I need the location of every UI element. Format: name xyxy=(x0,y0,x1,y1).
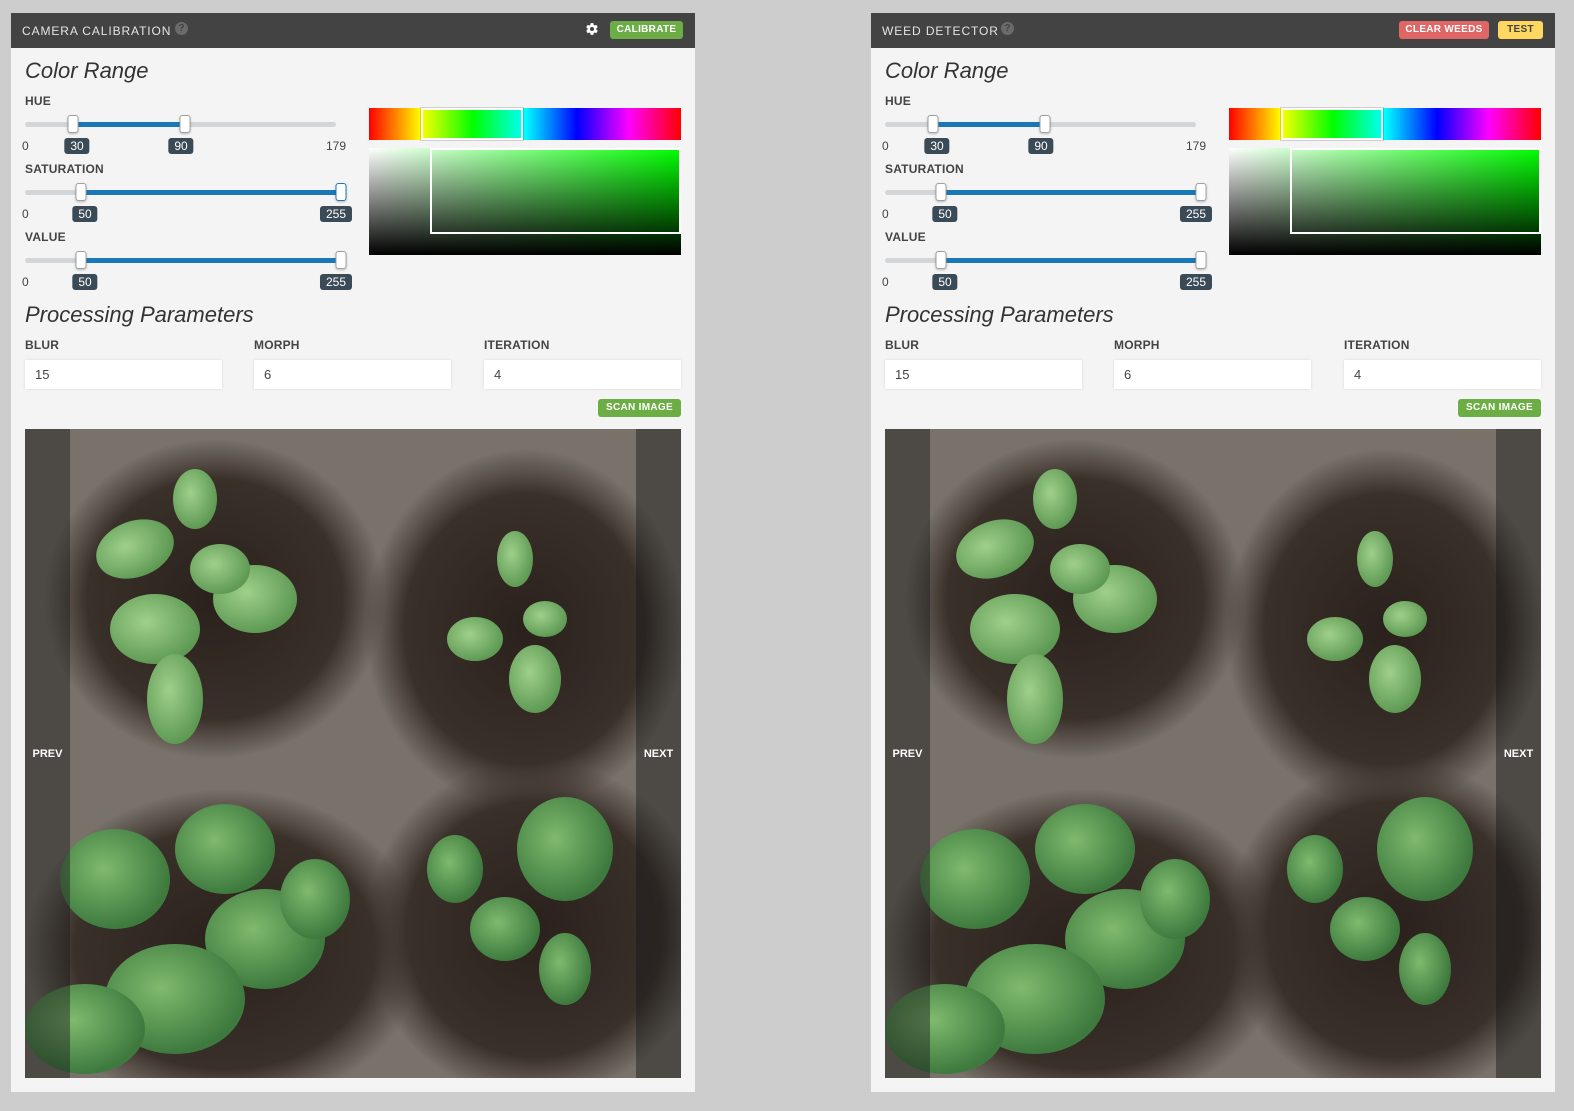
iteration-input[interactable] xyxy=(484,360,681,389)
value-high-handle[interactable] xyxy=(335,251,347,269)
saturation-low-handle[interactable] xyxy=(75,183,87,201)
saturation-slider-fill xyxy=(941,190,1200,195)
hue-selection-box xyxy=(1281,108,1383,140)
value-low-value: 50 xyxy=(72,274,98,290)
value-high-value: 255 xyxy=(319,274,353,290)
widget-title: WEED DETECTOR xyxy=(882,24,999,38)
hue-max-label: 179 xyxy=(1186,139,1207,153)
saturation-slider-fill xyxy=(81,190,340,195)
saturation-slider[interactable] xyxy=(885,183,1207,201)
processing-parameters-title: Processing Parameters xyxy=(25,302,254,327)
value-slider[interactable] xyxy=(885,251,1207,269)
saturation-high-handle[interactable] xyxy=(1195,183,1207,201)
help-icon[interactable]: ? xyxy=(175,22,188,35)
value-high-handle[interactable] xyxy=(1195,251,1207,269)
next-button[interactable]: NEXT xyxy=(636,429,681,1078)
color-range-title: Color Range xyxy=(25,58,149,83)
saturation-high-value: 255 xyxy=(319,206,353,222)
hue-slider[interactable] xyxy=(885,115,1196,133)
hue-low-value: 30 xyxy=(924,138,950,154)
saturation-high-handle[interactable] xyxy=(335,183,347,201)
clear-weeds-button[interactable]: CLEAR WEEDS xyxy=(1399,21,1489,39)
value-low-value: 50 xyxy=(932,274,958,290)
blur-label: BLUR xyxy=(25,338,60,352)
hue-spectrum-preview xyxy=(1229,108,1541,140)
prev-button[interactable]: PREV xyxy=(25,429,70,1078)
help-icon[interactable]: ? xyxy=(1001,22,1014,35)
weed-detector-widget: WEED DETECTOR ? CLEAR WEEDS TEST Color R… xyxy=(871,13,1555,1092)
hue-spectrum-preview xyxy=(369,108,681,140)
saturation-slider[interactable] xyxy=(25,183,347,201)
blur-input[interactable] xyxy=(885,360,1082,389)
value-low-handle[interactable] xyxy=(935,251,947,269)
plant-photo: PREV NEXT xyxy=(885,429,1541,1078)
value-low-handle[interactable] xyxy=(75,251,87,269)
morph-label: MORPH xyxy=(254,338,300,352)
hue-low-value: 30 xyxy=(64,138,90,154)
iteration-input[interactable] xyxy=(1344,360,1541,389)
hue-high-handle[interactable] xyxy=(179,115,191,133)
value-label: VALUE xyxy=(25,230,66,244)
iteration-label: ITERATION xyxy=(484,338,550,352)
calibrate-button[interactable]: CALIBRATE xyxy=(610,21,683,39)
scan-image-button[interactable]: SCAN IMAGE xyxy=(598,399,681,417)
sv-selection-box xyxy=(430,148,681,234)
hue-high-value: 90 xyxy=(168,138,194,154)
scan-image-button[interactable]: SCAN IMAGE xyxy=(1458,399,1541,417)
saturation-value-preview xyxy=(1229,148,1541,255)
morph-label: MORPH xyxy=(1114,338,1160,352)
saturation-low-handle[interactable] xyxy=(935,183,947,201)
processing-parameters-title: Processing Parameters xyxy=(885,302,1114,327)
morph-input[interactable] xyxy=(1114,360,1311,389)
value-min-label: 0 xyxy=(22,275,29,289)
blur-label: BLUR xyxy=(885,338,920,352)
prev-button[interactable]: PREV xyxy=(885,429,930,1078)
blur-input[interactable] xyxy=(25,360,222,389)
value-slider[interactable] xyxy=(25,251,347,269)
hue-slider[interactable] xyxy=(25,115,336,133)
saturation-low-value: 50 xyxy=(72,206,98,222)
hue-slider-fill xyxy=(933,122,1045,127)
saturation-low-value: 50 xyxy=(932,206,958,222)
gear-icon[interactable] xyxy=(584,21,600,37)
hue-low-handle[interactable] xyxy=(67,115,79,133)
hue-max-label: 179 xyxy=(326,139,347,153)
saturation-min-label: 0 xyxy=(22,207,29,221)
hue-low-handle[interactable] xyxy=(927,115,939,133)
hue-min-label: 0 xyxy=(882,139,889,153)
value-slider-fill xyxy=(941,258,1200,263)
saturation-value-preview xyxy=(369,148,681,255)
hue-selection-box xyxy=(421,108,523,140)
saturation-min-label: 0 xyxy=(882,207,889,221)
hue-slider-fill xyxy=(73,122,185,127)
color-range-title: Color Range xyxy=(885,58,1009,83)
plant-photo: PREV NEXT xyxy=(25,429,681,1078)
saturation-high-value: 255 xyxy=(1179,206,1213,222)
morph-input[interactable] xyxy=(254,360,451,389)
next-button[interactable]: NEXT xyxy=(1496,429,1541,1078)
iteration-label: ITERATION xyxy=(1344,338,1410,352)
hue-high-value: 90 xyxy=(1028,138,1054,154)
value-label: VALUE xyxy=(885,230,926,244)
saturation-label: SATURATION xyxy=(25,162,104,176)
garden-bed-image xyxy=(25,429,681,1078)
hue-high-handle[interactable] xyxy=(1039,115,1051,133)
widget-header: WEED DETECTOR ? CLEAR WEEDS TEST xyxy=(871,13,1555,48)
sv-selection-box xyxy=(1290,148,1541,234)
garden-bed-image xyxy=(885,429,1541,1078)
camera-calibration-widget: CAMERA CALIBRATION ? CALIBRATE Color Ran… xyxy=(11,13,695,1092)
widget-title: CAMERA CALIBRATION xyxy=(22,24,172,38)
hue-label: HUE xyxy=(885,94,911,108)
saturation-label: SATURATION xyxy=(885,162,964,176)
hue-label: HUE xyxy=(25,94,51,108)
value-min-label: 0 xyxy=(882,275,889,289)
value-high-value: 255 xyxy=(1179,274,1213,290)
test-button[interactable]: TEST xyxy=(1498,21,1543,39)
value-slider-fill xyxy=(81,258,340,263)
widget-header: CAMERA CALIBRATION ? CALIBRATE xyxy=(11,13,695,48)
hue-min-label: 0 xyxy=(22,139,29,153)
